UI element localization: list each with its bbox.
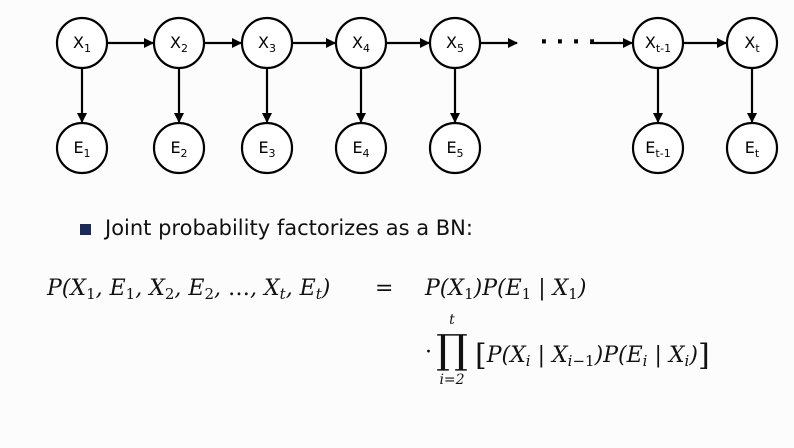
hidden-node-4: X4 [334,16,388,70]
evidence-node-4: E4 [334,121,388,175]
product-upper-limit: t [449,312,455,328]
evidence-node-1: E1 [55,121,109,175]
evidence-node-t: Et [725,121,779,175]
hidden-node-4-label: X4 [352,33,370,55]
hidden-node-t: Xt [725,16,779,70]
equation-rhs-product-line: · t ∏ i=2 [P(Xi | Xi−1)P(Ei | Xi)] [425,312,785,396]
evidence-node-1-circle [55,121,109,175]
bullet-text: Joint probability factorizes as a BN: [105,216,473,240]
bullet-square-icon [80,224,91,235]
evidence-node-t-1-label: Et-1 [645,138,670,160]
hidden-node-2-circle [152,16,206,70]
evidence-node-3-circle [240,121,294,175]
product-symbol: ∏ [436,327,468,373]
equation-equals: = [375,276,394,301]
bayes-net-diagram: X1 E1 X2 E2 X3 E3 X4 E4 X5 E5 Xt-1 Et-1 Xt Et · · · · [55,16,779,175]
evidence-node-2: E2 [152,121,206,175]
evidence-node-5: E5 [428,121,482,175]
evidence-node-2-label: E2 [170,138,187,160]
hidden-node-t-circle [725,16,779,70]
evidence-node-3-label: E3 [258,138,275,160]
hidden-node-t-1: Xt-1 [631,16,685,70]
hidden-node-1-label: X1 [73,33,91,55]
hidden-node-3: X3 [240,16,294,70]
hidden-node-3-label: X3 [258,33,276,55]
evidence-node-1-label: E1 [73,138,90,160]
hidden-node-5-circle [428,16,482,70]
evidence-node-t-circle [725,121,779,175]
evidence-node-t-label: Et [745,138,760,160]
evidence-node-t-1-circle [631,121,685,175]
hidden-node-2: X2 [152,16,206,70]
evidence-node-4-circle [334,121,388,175]
product-lower-limit: i=2 [439,372,465,388]
equation-dot: · [425,340,432,365]
hidden-node-t-label: Xt [744,33,760,55]
chain-ellipsis: · · · · [540,30,596,55]
equation-rhs-first-line: P(X1)P(E1 | X1) [425,276,587,303]
hidden-node-4-circle [334,16,388,70]
evidence-node-4-label: E4 [352,138,369,160]
equation-lhs: P(X1, E1, X2, E2, …, Xt, Et) [47,276,331,303]
hidden-node-5-label: X5 [446,33,464,55]
evidence-node-2-circle [152,121,206,175]
hidden-node-t-1-label: Xt-1 [645,33,671,55]
hidden-node-3-circle [240,16,294,70]
hidden-node-5: X5 [428,16,482,70]
evidence-node-5-circle [428,121,482,175]
evidence-node-t-1: Et-1 [631,121,685,175]
hidden-node-1-circle [55,16,109,70]
hidden-node-1: X1 [55,16,109,70]
evidence-node-3: E3 [240,121,294,175]
evidence-node-5-label: E5 [446,138,463,160]
product-body: [P(Xi | Xi−1)P(Ei | Xi)] [475,338,710,373]
product-operator: t ∏ i=2 [435,312,469,388]
hidden-node-t-1-circle [631,16,685,70]
bullet-item: Joint probability factorizes as a BN: [80,216,473,240]
hidden-node-2-label: X2 [170,33,188,55]
